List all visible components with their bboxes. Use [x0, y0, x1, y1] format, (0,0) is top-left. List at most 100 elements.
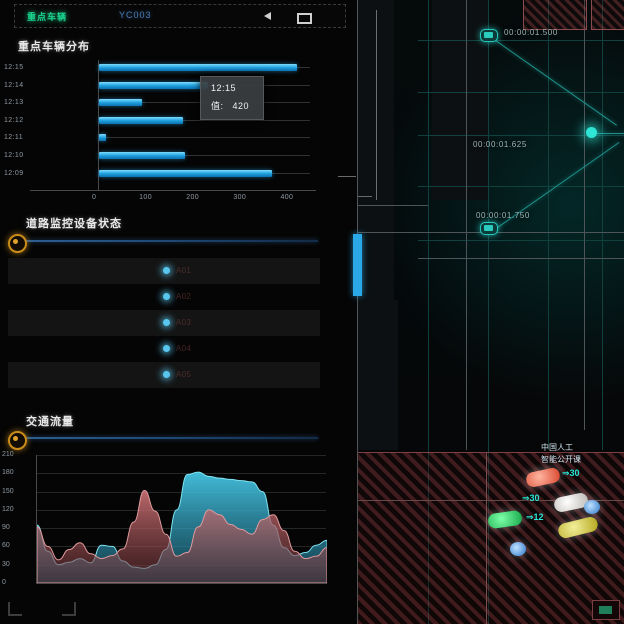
divider-tick: [338, 176, 356, 177]
map-node-label: 00:00:01.750: [476, 211, 530, 220]
status-indicator-dot: [163, 267, 170, 274]
area-chart-y-tick: 60: [2, 542, 10, 550]
status-row-code: A05: [176, 370, 192, 379]
bar-chart-category-label: 12:10: [4, 152, 24, 159]
vehicle-speed-label: ⇒30: [522, 493, 540, 503]
status-row-code: A04: [176, 344, 192, 353]
status-indicator-dot: [163, 293, 170, 300]
map-node-label: 00:00:01.625: [473, 140, 527, 149]
map-gridline: [418, 240, 624, 241]
area-section-rule: [22, 437, 318, 439]
bar-chart-bar[interactable]: [99, 64, 297, 71]
node-glyph-icon: [484, 32, 493, 38]
vehicle-marker[interactable]: [584, 500, 600, 514]
panel-scrollbar-thumb[interactable]: [353, 234, 362, 296]
status-indicator-dot: [163, 371, 170, 378]
status-section-knob[interactable]: [8, 234, 27, 253]
bar-chart-category-label: 12:12: [4, 116, 24, 124]
area-chart-plot: [37, 471, 327, 583]
area-chart[interactable]: 210 180 150 120 90 60 30 0: [0, 451, 340, 595]
tooltip-category: 12:15: [211, 83, 237, 93]
status-row-list[interactable]: A01 A02 A03 A04 A05: [8, 258, 320, 388]
map-green-indicator-icon: [599, 606, 612, 614]
bar-chart-category-label: 12:09: [4, 169, 24, 177]
status-row[interactable]: A04: [8, 336, 320, 362]
bar-chart-category-label: 12:14: [4, 81, 24, 89]
map-node[interactable]: [480, 29, 498, 42]
panel-scrollbar-track[interactable]: [357, 0, 358, 624]
previous-triangle-icon[interactable]: [261, 11, 275, 22]
map-gridline: [418, 186, 624, 187]
map-gridline: [548, 0, 549, 450]
area-chart-y-tick: 210: [2, 451, 14, 458]
bar-chart-bar[interactable]: [99, 81, 209, 89]
bar-chart-x-tick: 100: [139, 194, 152, 201]
status-row[interactable]: A03: [8, 310, 320, 336]
bar-chart-gridline: [98, 119, 310, 121]
map-gridline: [488, 0, 489, 624]
area-chart-frame: [36, 455, 327, 584]
area-section-knob[interactable]: [8, 431, 27, 450]
map-view[interactable]: 00:00:01.500 00:00:01.625 00:00:01.750 中…: [358, 0, 624, 624]
status-row[interactable]: A02: [8, 284, 320, 310]
tooltip-value: 值: 420: [211, 99, 249, 112]
divider-tick: [358, 196, 372, 197]
status-row[interactable]: A05: [8, 362, 320, 388]
status-row[interactable]: A01: [8, 258, 320, 284]
bar-chart-x-tick: 0: [92, 194, 97, 201]
area-section-title: 交通流量: [26, 416, 74, 428]
area-chart-gridline: [36, 491, 326, 493]
map-node[interactable]: [586, 127, 597, 138]
status-indicator-dot: [163, 319, 170, 326]
map-status-badge[interactable]: [592, 600, 620, 620]
bar-chart-bar[interactable]: [99, 152, 185, 159]
map-gridline: [418, 135, 624, 136]
tooltip-value-number: 420: [232, 101, 250, 111]
area-chart-y-tick: 30: [2, 560, 10, 568]
bar-chart-bar[interactable]: [99, 116, 183, 124]
map-road: [466, 0, 467, 450]
status-section-rule: [22, 240, 318, 242]
bar-chart-bar[interactable]: [99, 169, 273, 177]
panel-sub-label: YC003: [119, 10, 152, 20]
panel-corner-bracket: [8, 602, 22, 616]
map-link: [591, 133, 624, 134]
map-road: [358, 500, 624, 501]
map-poi-label: 智能公开课: [541, 455, 581, 464]
tooltip-value-label: 值:: [211, 101, 224, 111]
map-road: [584, 0, 585, 430]
area-chart-gridline: [36, 473, 326, 475]
area-chart-y-tick: 120: [2, 505, 14, 513]
panel-tag-label: 重点车辆: [27, 12, 68, 22]
bar-chart-bar[interactable]: [99, 134, 107, 142]
bar-chart-bar[interactable]: [99, 99, 143, 107]
panel-titlebar: 重点车辆 YC003: [14, 4, 346, 28]
close-window-icon[interactable]: [296, 11, 312, 24]
area-chart-y-tick: 0: [2, 579, 6, 586]
map-node-label: 00:00:01.500: [504, 28, 558, 37]
restricted-zone: [523, 0, 587, 30]
panel-corner-bracket: [62, 602, 76, 616]
bar-chart-y-axis: [98, 60, 99, 190]
map-gridline: [418, 92, 624, 93]
area-chart-gridline: [36, 455, 326, 456]
map-node[interactable]: [480, 222, 498, 235]
vehicle-speed-label: ⇒12: [526, 512, 544, 522]
bar-chart-x-tick: 200: [186, 194, 200, 201]
bar-section-title: 重点车辆分布: [18, 41, 90, 53]
bar-chart-x-axis: [30, 190, 316, 191]
map-block: [358, 300, 398, 450]
lower-restricted-zone: [358, 452, 624, 624]
map-block: [432, 0, 488, 200]
bar-chart-gridline: [98, 155, 310, 156]
status-row-code: A03: [176, 318, 192, 327]
map-road: [486, 452, 487, 624]
restricted-zone: [591, 0, 624, 30]
vehicle-speed-label: ⇒30: [562, 468, 580, 478]
status-section-title: 道路监控设备状态: [26, 218, 122, 230]
map-gridline: [418, 40, 624, 41]
bar-chart[interactable]: 12:15 12:14 12:13 12:12 12:11 12:10 12:09 0 100…: [0, 56, 340, 201]
dashboard-panel: 重点车辆 YC003 重点车辆分布 12:15 12:14 12:13 12:12 12…: [0, 4, 346, 616]
vehicle-marker[interactable]: [510, 542, 526, 556]
map-gridline: [428, 0, 429, 624]
